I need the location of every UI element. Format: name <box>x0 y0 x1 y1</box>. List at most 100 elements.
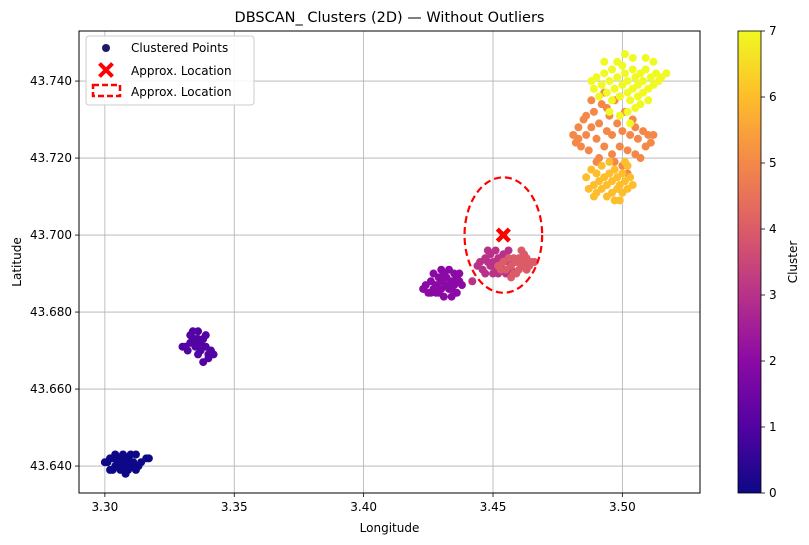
approx-location-overlay <box>463 176 544 294</box>
data-point-cluster-5 <box>582 111 591 120</box>
legend-label-approx-location-marker: Approx. Location <box>131 64 232 78</box>
data-point-cluster-7 <box>595 92 604 101</box>
data-point-cluster-5 <box>587 123 596 132</box>
data-point-cluster-1 <box>201 331 210 340</box>
data-point-cluster-5 <box>582 130 591 139</box>
colorbar-tick-label: 7 <box>769 24 777 38</box>
approx-location-ellipse <box>463 176 544 294</box>
data-point-cluster-7 <box>600 69 609 78</box>
data-point-cluster-7 <box>610 84 619 93</box>
data-point-cluster-7 <box>649 57 658 66</box>
data-point-cluster-5 <box>587 96 596 105</box>
colorbar-tick-label: 5 <box>769 156 777 170</box>
legend-label-clustered-points: Clustered Points <box>131 41 228 55</box>
legend-dot-icon <box>102 44 110 52</box>
data-point-cluster-5 <box>595 119 604 128</box>
data-point-cluster-7 <box>615 92 624 101</box>
data-point-cluster-5 <box>633 134 642 143</box>
data-point-cluster-6 <box>592 169 601 178</box>
legend-dashed-box-icon <box>91 83 122 98</box>
data-point-cluster-3 <box>468 277 477 286</box>
colorbar-tick-label: 6 <box>769 90 777 104</box>
data-point-cluster-1 <box>209 350 218 359</box>
x-axis-label: Longitude <box>360 521 420 535</box>
data-point-cluster-5 <box>636 154 645 163</box>
data-point-cluster-0 <box>124 458 133 467</box>
legend-box <box>85 35 255 106</box>
data-point-cluster-5 <box>584 146 593 155</box>
y-tick-label: 43.660 <box>30 382 72 396</box>
data-point-cluster-6 <box>597 161 606 170</box>
data-point-cluster-1 <box>194 327 203 336</box>
data-point-cluster-7 <box>626 119 635 128</box>
data-point-cluster-0 <box>121 469 130 478</box>
data-point-cluster-7 <box>623 107 632 116</box>
y-axis-label: Latitude <box>10 237 24 286</box>
colorbar-tick-label: 0 <box>769 486 777 500</box>
data-point-cluster-7 <box>597 80 606 89</box>
data-point-cluster-0 <box>137 458 146 467</box>
legend: Clustered Points Approx. Location Approx… <box>85 35 255 106</box>
x-tick-label: 3.45 <box>480 500 507 514</box>
data-point-cluster-6 <box>582 173 591 182</box>
x-tick-label: 3.40 <box>350 500 377 514</box>
colorbar-tick-label: 1 <box>769 420 777 434</box>
data-point-cluster-7 <box>615 111 624 120</box>
colorbar-tick-label: 2 <box>769 354 777 368</box>
data-point-cluster-5 <box>574 134 583 143</box>
data-point-cluster-5 <box>623 146 632 155</box>
y-tick-label: 43.700 <box>30 228 72 242</box>
y-tick-label: 43.680 <box>30 305 72 319</box>
x-axis-ticks: 3.30 3.35 3.40 3.45 3.50 <box>92 493 636 514</box>
data-point-cluster-7 <box>589 84 598 93</box>
data-point-cluster-5 <box>626 130 635 139</box>
data-point-cluster-7 <box>644 96 653 105</box>
data-point-cluster-7 <box>620 69 629 78</box>
data-point-cluster-7 <box>641 65 650 74</box>
data-point-cluster-5 <box>615 142 624 151</box>
colorbar-tick-label: 4 <box>769 222 777 236</box>
data-point-cluster-3 <box>481 269 490 278</box>
data-point-cluster-2 <box>439 292 448 301</box>
x-tick-label: 3.35 <box>221 500 248 514</box>
legend-x-icon <box>98 62 114 78</box>
colorbar-gradient <box>737 30 762 494</box>
data-point-cluster-2 <box>447 284 456 293</box>
data-point-cluster-7 <box>592 73 601 82</box>
legend-label-approx-location-area: Approx. Location <box>131 85 232 99</box>
data-point-cluster-7 <box>600 57 609 66</box>
data-point-cluster-5 <box>589 107 598 116</box>
data-point-cluster-7 <box>613 73 622 82</box>
data-point-cluster-4 <box>530 258 539 266</box>
data-point-cluster-7 <box>608 65 617 74</box>
y-tick-label: 43.740 <box>30 74 72 88</box>
data-point-cluster-7 <box>662 69 671 78</box>
data-point-cluster-7 <box>620 50 629 59</box>
approx-location-marker <box>495 227 511 243</box>
data-point-cluster-6 <box>589 192 598 201</box>
data-point-cluster-4 <box>496 265 505 274</box>
data-point-cluster-6 <box>610 165 619 174</box>
plot-frame <box>78 30 701 494</box>
data-point-cluster-7 <box>623 77 632 86</box>
data-point-cluster-6 <box>615 196 624 205</box>
data-point-cluster-0 <box>108 465 117 474</box>
data-point-cluster-0 <box>126 450 135 459</box>
data-point-cluster-6 <box>626 173 635 182</box>
data-point-cluster-7 <box>602 88 611 97</box>
data-point-cluster-7 <box>639 77 648 86</box>
data-point-cluster-0 <box>100 458 109 467</box>
data-point-cluster-5 <box>646 138 655 147</box>
data-point-cluster-5 <box>649 130 658 139</box>
data-point-cluster-3 <box>504 246 513 255</box>
data-point-cluster-7 <box>613 57 622 66</box>
chart-title: DBSCAN_ Clusters (2D) — Without Outliers <box>235 10 545 26</box>
data-point-cluster-7 <box>628 53 637 62</box>
data-point-cluster-2 <box>437 265 446 274</box>
data-point-cluster-7 <box>641 53 650 62</box>
data-point-cluster-5 <box>618 127 627 136</box>
data-point-cluster-7 <box>628 65 637 74</box>
colorbar-ticks: 0 1 2 3 4 5 6 7 <box>761 24 777 500</box>
x-tick-label: 3.50 <box>609 500 636 514</box>
